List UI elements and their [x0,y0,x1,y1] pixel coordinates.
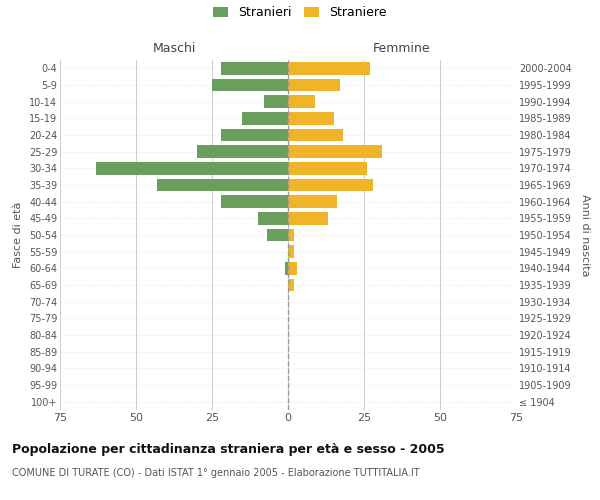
Y-axis label: Fasce di età: Fasce di età [13,202,23,268]
Bar [288,146,382,158]
Bar [288,229,294,241]
Bar [221,196,288,208]
Bar [288,179,373,192]
Bar [267,229,288,241]
Bar [221,62,288,74]
Bar [288,196,337,208]
Bar [288,96,316,108]
Y-axis label: Anni di nascita: Anni di nascita [580,194,590,276]
Text: COMUNE DI TURATE (CO) - Dati ISTAT 1° gennaio 2005 - Elaborazione TUTTITALIA.IT: COMUNE DI TURATE (CO) - Dati ISTAT 1° ge… [12,468,419,477]
Bar [221,129,288,141]
Bar [212,79,288,92]
Bar [288,79,340,92]
Text: Femmine: Femmine [373,42,431,55]
Text: Maschi: Maschi [152,42,196,55]
Bar [288,62,370,74]
Bar [288,246,294,258]
Bar [197,146,288,158]
Bar [288,262,297,274]
Bar [242,112,288,124]
Bar [288,129,343,141]
Bar [288,212,328,224]
Legend: Stranieri, Straniere: Stranieri, Straniere [213,6,387,19]
Bar [288,162,367,174]
Bar [288,112,334,124]
Bar [157,179,288,192]
Bar [263,96,288,108]
Bar [285,262,288,274]
Bar [97,162,288,174]
Bar [288,279,294,291]
Bar [257,212,288,224]
Text: Popolazione per cittadinanza straniera per età e sesso - 2005: Popolazione per cittadinanza straniera p… [12,442,445,456]
